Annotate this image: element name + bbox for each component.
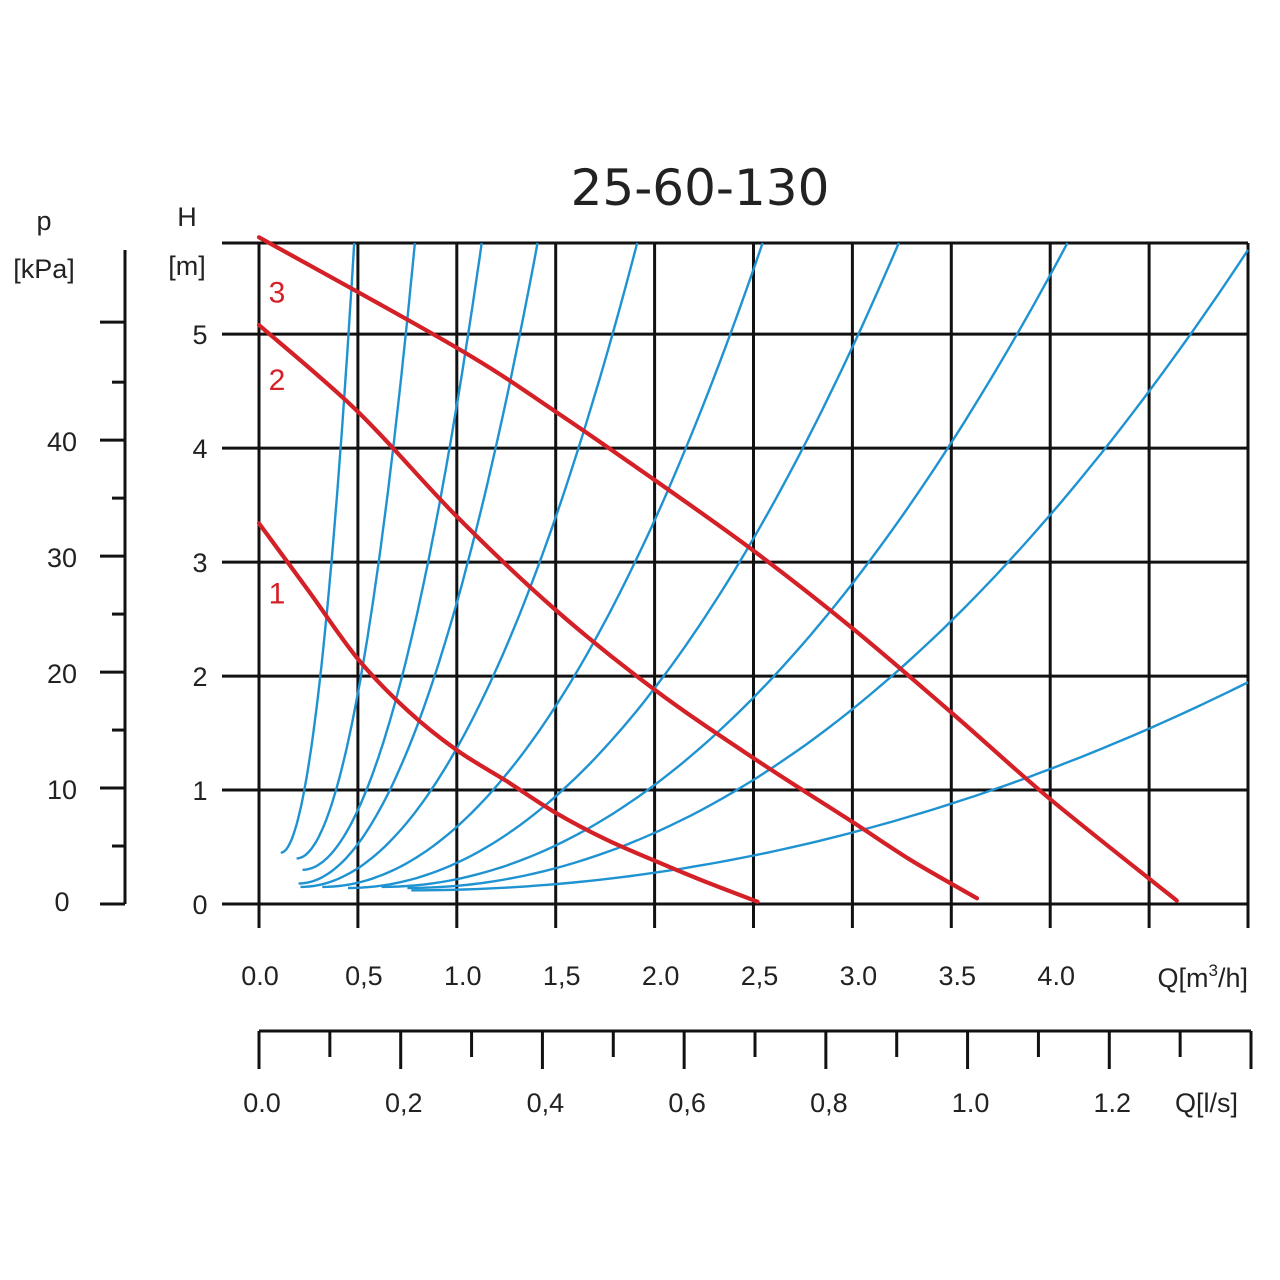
pressure-tick-label: 30 <box>47 543 77 573</box>
x-tick-label: 0,5 <box>345 961 383 991</box>
y-tick-label: 0 <box>192 890 207 920</box>
head-axis-label: H <box>177 202 197 232</box>
x-tick-label: 1,5 <box>543 961 581 991</box>
y-tick-label: 2 <box>192 662 207 692</box>
x-tick-label: 0.0 <box>241 961 279 991</box>
system-curve <box>407 249 1250 890</box>
x-tick-label: 1.0 <box>444 961 482 991</box>
pressure-tick-label: 10 <box>47 775 77 805</box>
flow-ls-tick-label: 0,2 <box>385 1088 423 1118</box>
head-axis-unit: [m] <box>168 251 206 281</box>
system-curve <box>300 242 639 889</box>
pump-curve-2 <box>256 322 980 901</box>
pressure-tick-label: 40 <box>47 427 77 457</box>
system-curve <box>381 242 1069 889</box>
flow-ls-tick-label: 1.2 <box>1094 1088 1132 1118</box>
pump-curve-1 <box>256 521 760 904</box>
x-tick-label: 2.0 <box>642 961 680 991</box>
y-tick-label: 5 <box>192 320 207 350</box>
system-curve <box>322 242 764 889</box>
pump-curve-label: 1 <box>269 577 286 610</box>
chart-title: 25-60-130 <box>571 159 830 217</box>
system-curve <box>302 242 483 871</box>
pressure-axis-unit: [kPa] <box>13 254 75 284</box>
x-tick-label: 4.0 <box>1037 961 1075 991</box>
pump-curve-label: 2 <box>269 364 286 397</box>
x-tick-label: 3.0 <box>840 961 878 991</box>
x-tick-label: 3.5 <box>939 961 977 991</box>
pressure-tick-label: 0 <box>54 887 69 917</box>
system-curve <box>347 242 900 890</box>
x-tick-label: 2,5 <box>741 961 779 991</box>
pump-curve-label: 3 <box>269 276 286 309</box>
y-tick-label: 3 <box>192 548 207 578</box>
flow-ls-tick-label: 0,4 <box>527 1088 565 1118</box>
system-curve <box>296 242 417 860</box>
flow-ls-tick-label: 0.0 <box>243 1088 281 1118</box>
pressure-tick-label: 20 <box>47 659 77 689</box>
y-tick-label: 4 <box>192 434 207 464</box>
system-curve <box>280 242 356 854</box>
flow-ls-tick-label: 1.0 <box>952 1088 990 1118</box>
pump-curve-3 <box>256 235 1179 903</box>
flow-ls-tick-label: 0,8 <box>810 1088 848 1118</box>
flow-ls-axis-label: Q[l/s] <box>1175 1088 1238 1118</box>
flow-ls-tick-label: 0,6 <box>668 1088 706 1118</box>
pressure-axis-label: p <box>36 206 51 236</box>
flow-m3h-axis-label: Q[m3/h] <box>1158 961 1249 993</box>
system-curve <box>298 242 539 885</box>
system-curve <box>411 681 1249 892</box>
y-tick-label: 1 <box>192 776 207 806</box>
